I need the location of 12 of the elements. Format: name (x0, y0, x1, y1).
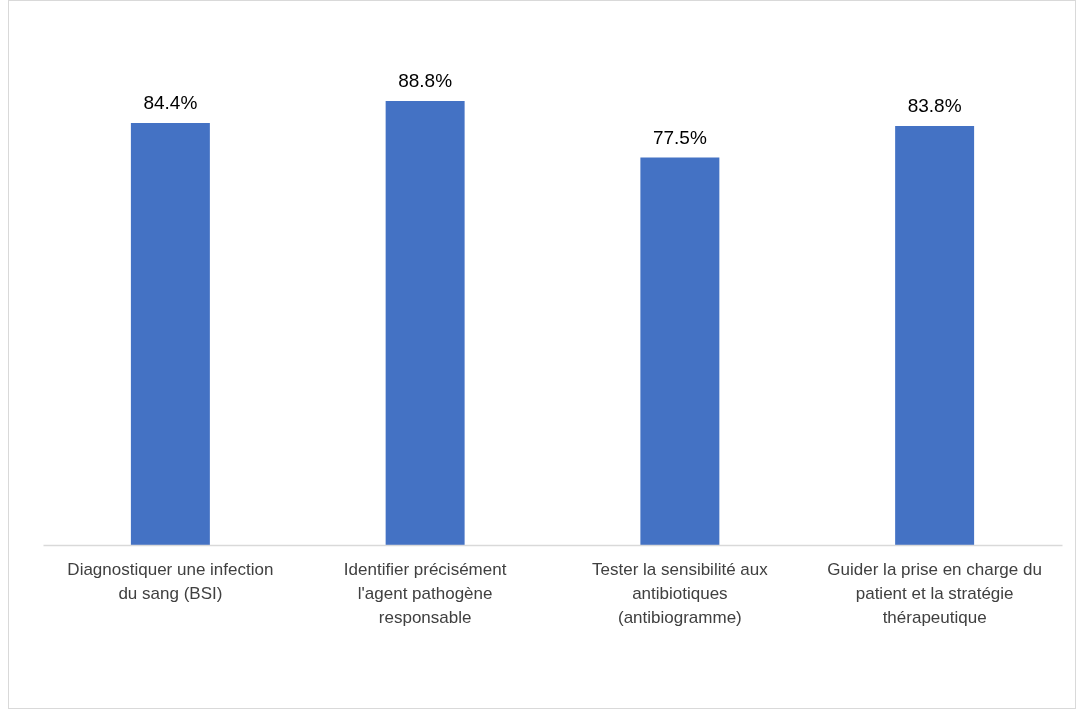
x-tick-label: Tester la sensibilité aux antibiotiques (antibiogramme) (591, 560, 769, 627)
x-tick-label: Identifier précisément l'agent pathogène responsable (343, 560, 507, 627)
bar (385, 101, 465, 545)
x-tick-label: Diagnostiquer une infection du sang (BSI) (67, 560, 274, 603)
data-label: 84.4% (143, 92, 198, 113)
data-label: 88.8% (398, 70, 453, 91)
bar (640, 157, 720, 545)
bar (130, 123, 210, 545)
data-label: 77.5% (652, 126, 707, 148)
data-label: 83.8% (907, 95, 962, 116)
bar (895, 126, 975, 545)
x-tick-label: Guider la prise en charge du patient et la stratégie thérapeutique (827, 560, 1042, 627)
